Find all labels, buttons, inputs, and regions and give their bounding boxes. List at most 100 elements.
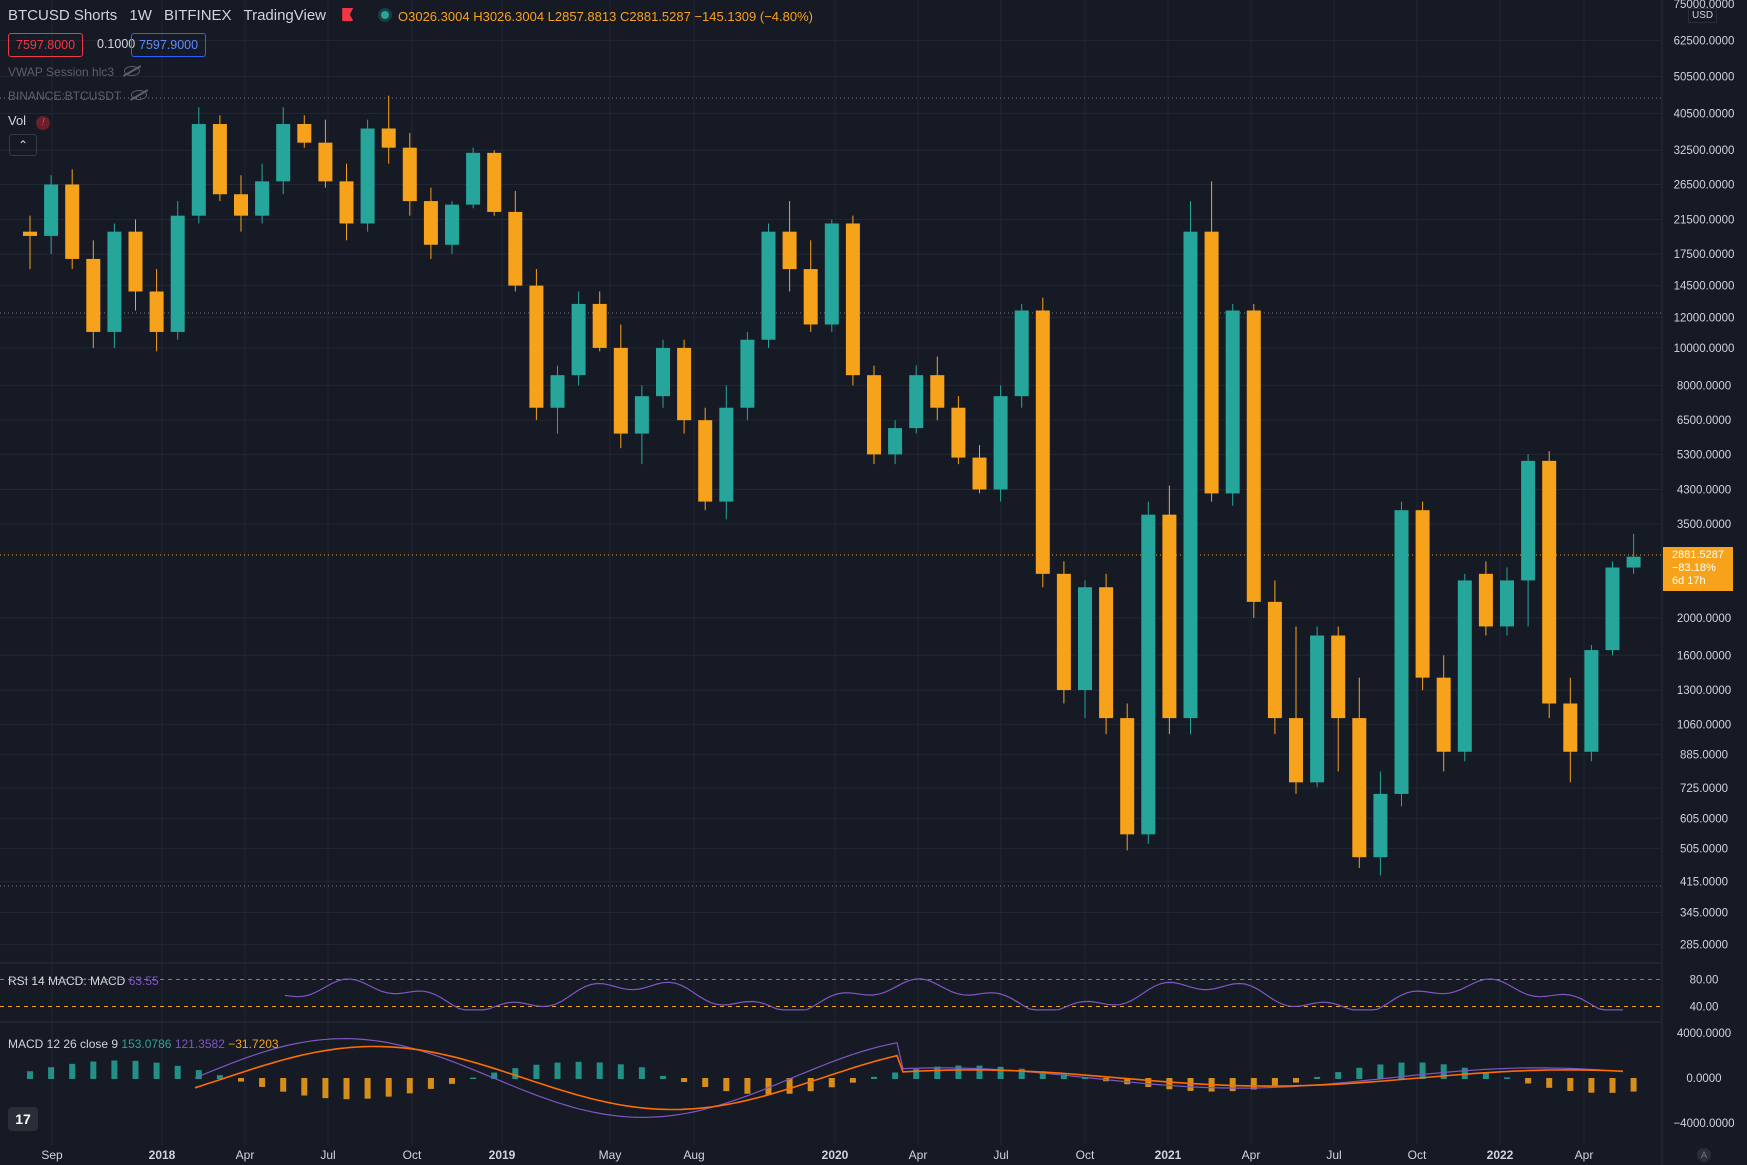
rsi-pane[interactable]: 80.00 40.00 [0, 975, 1718, 1014]
candle[interactable] [698, 420, 713, 502]
symbol-title[interactable]: BTCUSD Shorts 1W BITFINEX TradingView [8, 7, 390, 24]
candle[interactable] [466, 152, 481, 205]
sell-button[interactable]: 7597.8000 [8, 33, 84, 57]
candle[interactable] [212, 124, 227, 195]
candle[interactable] [930, 375, 945, 408]
candle[interactable] [867, 375, 881, 455]
rsi-line[interactable] [284, 978, 1623, 1011]
candle[interactable] [487, 152, 502, 212]
macd-legend[interactable]: MACD 12 26 close 9 153.0786 121.3582 −31… [8, 1037, 279, 1051]
candle[interactable] [1183, 231, 1198, 719]
candle[interactable] [402, 147, 417, 202]
candle[interactable] [1162, 514, 1177, 719]
candle[interactable] [719, 407, 734, 502]
flag-icon[interactable] [342, 8, 354, 21]
candle[interactable] [65, 184, 80, 259]
candle[interactable] [381, 128, 396, 148]
candle[interactable] [1394, 510, 1409, 794]
candle[interactable] [1542, 460, 1557, 704]
candle[interactable] [1521, 460, 1536, 581]
hidden-eye-icon[interactable] [131, 90, 148, 100]
candle[interactable] [1141, 514, 1156, 835]
candle[interactable] [1373, 793, 1388, 858]
candle[interactable] [339, 181, 354, 224]
candle[interactable] [1225, 310, 1240, 494]
candle[interactable] [1331, 635, 1346, 719]
candle[interactable] [972, 457, 987, 490]
candle[interactable] [1478, 573, 1493, 627]
hidden-eye-icon[interactable] [124, 66, 141, 76]
candle[interactable] [1500, 580, 1514, 627]
candle[interactable] [508, 211, 523, 286]
candle[interactable] [1457, 580, 1472, 752]
market-status-icon[interactable] [381, 11, 390, 19]
collapse-legend-button[interactable]: ⌃ [9, 134, 37, 156]
candle[interactable] [128, 231, 143, 292]
candle[interactable] [23, 231, 37, 236]
candle[interactable] [571, 303, 586, 376]
candle[interactable] [276, 124, 291, 182]
candle[interactable] [107, 231, 122, 332]
candle[interactable] [86, 258, 101, 332]
candle[interactable] [993, 396, 1008, 490]
symbol-name[interactable]: BTCUSD Shorts [8, 7, 118, 24]
candle[interactable] [550, 375, 565, 408]
candle[interactable] [740, 339, 755, 408]
candle[interactable] [1099, 587, 1114, 719]
candle[interactable] [1035, 310, 1050, 574]
candle[interactable] [149, 291, 164, 332]
compare-indicator[interactable]: BINANCE:BTCUSDT [8, 89, 148, 103]
candle[interactable] [44, 184, 59, 236]
candle[interactable] [845, 223, 860, 376]
candle[interactable] [318, 142, 333, 182]
candle[interactable] [1014, 310, 1029, 397]
candle[interactable] [656, 347, 670, 397]
candle[interactable] [1078, 587, 1092, 691]
candle[interactable] [951, 407, 966, 458]
buy-button[interactable]: 7597.9000 [131, 33, 207, 57]
tradingview-logo[interactable]: 17 [8, 1107, 38, 1131]
candle[interactable] [1056, 573, 1071, 691]
candle[interactable] [191, 124, 206, 216]
candle[interactable] [1267, 601, 1282, 719]
signal-line[interactable] [194, 1045, 1624, 1111]
candle[interactable] [1415, 510, 1430, 678]
candles[interactable] [23, 95, 1641, 876]
candle[interactable] [761, 231, 776, 340]
candle[interactable] [592, 303, 607, 348]
candle[interactable] [782, 231, 797, 270]
candle[interactable] [1289, 718, 1303, 783]
candle[interactable] [1605, 567, 1620, 651]
candle[interactable] [1436, 677, 1451, 752]
candle[interactable] [234, 194, 248, 216]
candle[interactable] [297, 124, 312, 143]
macd-line[interactable] [194, 1037, 1624, 1119]
candle[interactable] [1626, 556, 1641, 568]
candle[interactable] [677, 347, 692, 421]
warning-icon[interactable]: ! [36, 116, 51, 130]
candle[interactable] [1310, 635, 1325, 783]
candle[interactable] [1246, 310, 1261, 602]
auto-scale-button[interactable]: A [1697, 1148, 1711, 1162]
interval-label[interactable]: 1W [129, 7, 152, 24]
candle[interactable] [613, 347, 628, 434]
candle[interactable] [423, 201, 438, 245]
candle[interactable] [909, 375, 924, 429]
candle[interactable] [1584, 650, 1599, 752]
candle[interactable] [529, 285, 544, 408]
candle[interactable] [1204, 231, 1219, 494]
candle[interactable] [445, 204, 459, 245]
candle[interactable] [1352, 718, 1367, 858]
quantity-field[interactable]: 0.1000 [97, 37, 136, 51]
currency-label[interactable]: USD [1688, 8, 1718, 23]
candle[interactable] [634, 396, 649, 434]
candle[interactable] [888, 428, 903, 455]
rsi-legend[interactable]: RSI 14 MACD: MACD 63.55 [8, 974, 159, 988]
candle[interactable] [824, 223, 839, 325]
time-axis[interactable]: Sep 2018 Apr Jul Oct 2019 May Aug 2020 Apr Jul Oct 2… [41, 1148, 1593, 1162]
macd-pane[interactable]: 4000.0000 0.0000 −4000.0000 [27, 1028, 1735, 1130]
volume-indicator[interactable]: Vol! [8, 113, 51, 130]
candle[interactable] [360, 128, 375, 224]
